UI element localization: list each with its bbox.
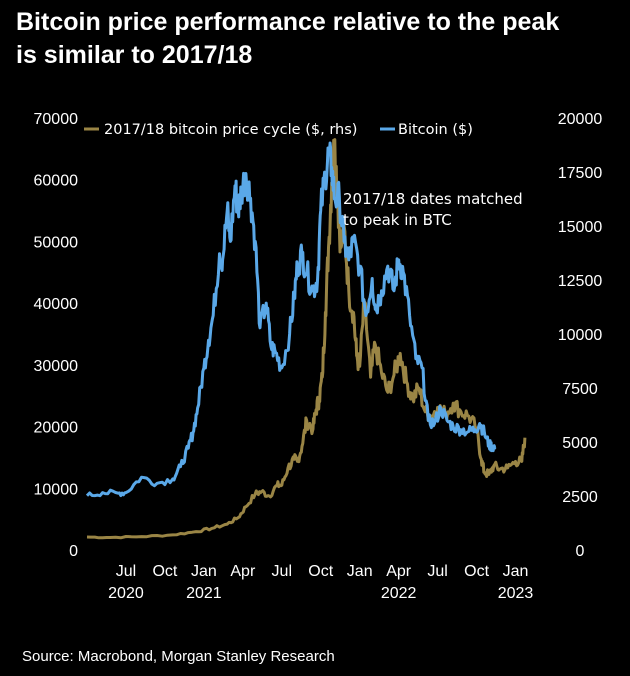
x-tick-month: Apr [386, 563, 412, 580]
plot-area [85, 138, 527, 540]
x-tick-month: Apr [230, 563, 256, 580]
chart-title: Bitcoin price performance relative to th… [16, 6, 616, 72]
y-right-tick-label: 0 [576, 543, 585, 560]
legend-label-bitcoin: Bitcoin ($) [398, 122, 473, 138]
x-tick-month: Jul [427, 563, 447, 580]
x-tick-year: 2022 [381, 585, 417, 602]
x-tick-month: Oct [152, 563, 177, 580]
x-tick-month: Jul [272, 563, 292, 580]
x-tick-year: 2021 [186, 585, 222, 602]
x-tick-year: 2020 [108, 585, 144, 602]
annotation-line1: 2017/18 dates matched [343, 190, 523, 208]
x-tick-month: Jan [503, 563, 529, 580]
source-note: Source: Macrobond, Morgan Stanley Resear… [22, 648, 335, 665]
y-right-tick-label: 17500 [558, 165, 603, 182]
y-left-tick-label: 70000 [34, 111, 79, 128]
series-line-cycle [86, 138, 527, 540]
chart-title-line1: Bitcoin price performance relative to th… [16, 8, 560, 36]
x-tick-month: Oct [308, 563, 333, 580]
x-tick-month: Oct [464, 563, 489, 580]
y-left-tick-label: 60000 [34, 173, 79, 190]
y-left-tick-label: 0 [69, 543, 78, 560]
y-right-tick-label: 20000 [558, 111, 603, 128]
y-left-tick-label: 50000 [34, 234, 79, 251]
y-axis-left: 0 10000 20000 30000 40000 50000 60000 70000 [34, 111, 79, 560]
x-tick-year: 2023 [498, 585, 534, 602]
y-right-tick-label: 2500 [562, 489, 598, 506]
y-right-tick-label: 5000 [562, 435, 598, 452]
x-tick-month: Jul [116, 563, 136, 580]
y-right-tick-label: 7500 [562, 381, 598, 398]
y-right-tick-label: 12500 [558, 273, 603, 290]
y-right-tick-label: 10000 [558, 327, 603, 344]
x-axis: Jul 2020 Oct Jan 2021 Apr Jul Oct Jan Apr 2022 Jul O… [108, 563, 533, 602]
x-tick-month: Jan [347, 563, 373, 580]
y-left-tick-label: 30000 [34, 358, 79, 375]
chart-title-line2: is similar to 2017/18 [16, 41, 253, 69]
y-left-tick-label: 20000 [34, 420, 79, 437]
y-left-tick-label: 10000 [34, 481, 79, 498]
x-tick-month: Jan [191, 563, 217, 580]
legend-label-cycle: 2017/18 bitcoin price cycle ($, rhs) [104, 122, 357, 138]
annotation-line2: to peak in BTC [343, 211, 452, 229]
legend: 2017/18 bitcoin price cycle ($, rhs) Bit… [84, 122, 473, 138]
y-left-tick-label: 40000 [34, 296, 79, 313]
series-line-bitcoin [85, 141, 497, 498]
y-right-tick-label: 15000 [558, 219, 603, 236]
y-axis-right: 0 2500 5000 7500 10000 12500 15000 17500 20000 [558, 111, 603, 560]
